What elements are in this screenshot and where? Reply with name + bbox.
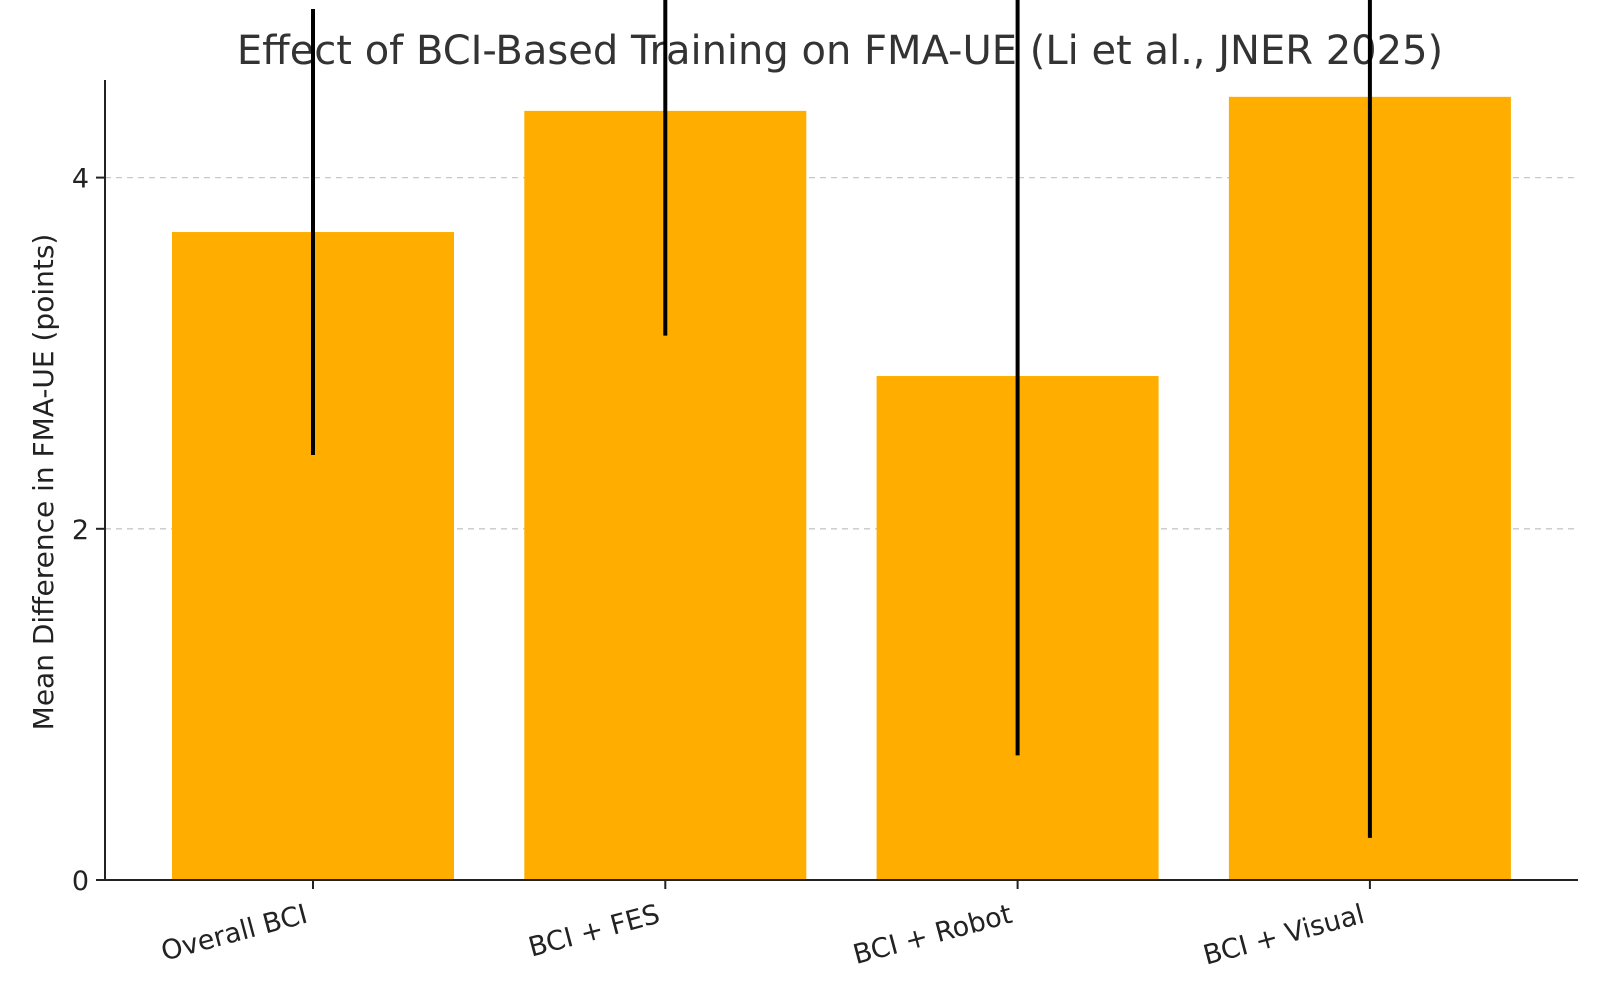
x-tick-label: BCI + Robot: [850, 899, 1015, 971]
y-tick-label: 4: [72, 164, 89, 195]
x-tick-labels: Overall BCI BCI + FES BCI + Robot BCI + Vis…: [158, 899, 1368, 972]
y-tick-labels: 02468: [72, 164, 89, 897]
x-tick-label: BCI + FES: [525, 899, 663, 964]
chart-title: Effect of BCI-Based Training on FMA-UE (…: [237, 28, 1443, 74]
x-tick-label: Overall BCI: [158, 899, 311, 968]
error-bars: [311, 0, 1372, 838]
bars: [172, 96, 1511, 881]
y-tick-label: 2: [72, 515, 89, 546]
axes: [96, 80, 1578, 889]
y-axis-label: Mean Difference in FMA-UE (points): [27, 234, 60, 731]
x-tick-label: BCI + Visual: [1200, 899, 1368, 972]
y-tick-label: 0: [72, 866, 89, 897]
